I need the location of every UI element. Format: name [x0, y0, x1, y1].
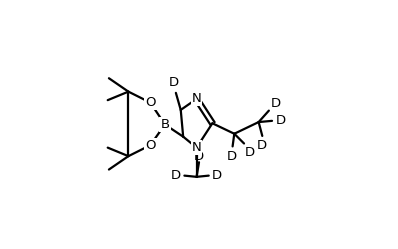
Text: D: D: [194, 150, 204, 163]
Text: D: D: [245, 145, 255, 159]
Text: O: O: [145, 96, 156, 109]
Text: D: D: [276, 114, 286, 127]
Text: B: B: [160, 118, 170, 131]
Text: D: D: [171, 169, 181, 182]
Text: D: D: [168, 76, 178, 89]
Text: N: N: [192, 141, 201, 154]
Text: D: D: [212, 169, 222, 182]
Text: N: N: [192, 92, 201, 105]
Text: O: O: [145, 139, 156, 152]
Text: D: D: [271, 97, 281, 110]
Text: D: D: [227, 150, 237, 163]
Text: D: D: [257, 139, 267, 152]
